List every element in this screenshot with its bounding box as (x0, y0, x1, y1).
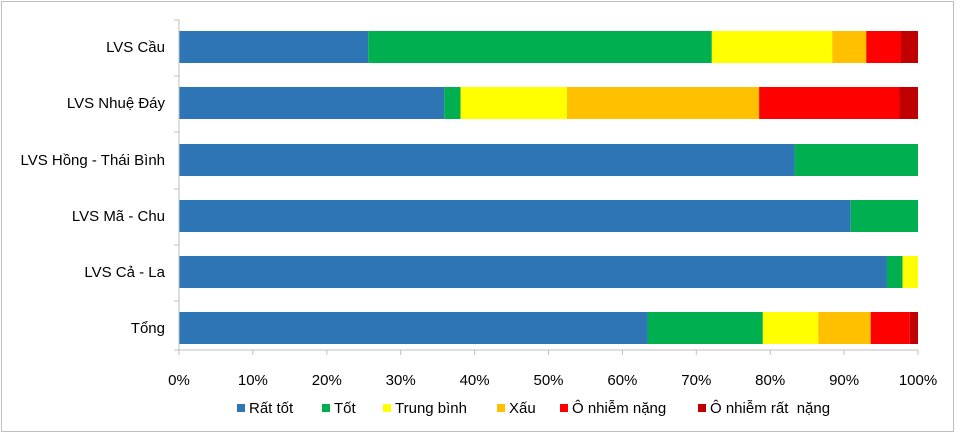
x-tick-label: 60% (607, 372, 637, 389)
bars-layer (179, 31, 918, 344)
category-label: LVS Nhuệ Đáy (67, 95, 166, 112)
legend-swatch (383, 404, 391, 412)
legend-swatch (322, 404, 330, 412)
legend-label: Tốt (334, 400, 357, 417)
bar-segment (647, 312, 763, 344)
category-labels: LVS Cầu LVS Nhuệ Đáy LVS Hồng - Thái Bình L… (20, 39, 165, 337)
bar-segment (901, 31, 918, 63)
x-tick-label: 100% (899, 372, 937, 389)
bar-segment (368, 31, 712, 63)
bar-segment (566, 87, 760, 119)
bar-segment (179, 87, 445, 119)
legend-label: Trung bình (395, 400, 467, 417)
legend-swatch (698, 404, 706, 412)
bar-segment (832, 31, 867, 63)
legend-label: Ô nhiễm nặng (572, 400, 666, 417)
x-tick-label: 0% (168, 372, 190, 389)
bar-segment (179, 144, 795, 176)
x-tick-label: 20% (312, 372, 342, 389)
legend-label: Ô nhiễm rất nặng (710, 400, 830, 417)
bar-segment (850, 200, 918, 232)
bar-segment (711, 31, 833, 63)
bar-segment (762, 312, 819, 344)
legend-label: Xấu (509, 400, 536, 417)
bar-segment (899, 87, 918, 119)
x-tick-label: 80% (755, 372, 785, 389)
bar-segment (902, 256, 918, 288)
bar-segment (460, 87, 567, 119)
legend-swatch (237, 404, 245, 412)
category-label: LVS Cả - La (84, 264, 165, 281)
bar-segment (886, 256, 903, 288)
category-label: LVS Cầu (106, 39, 165, 56)
bar-segment (179, 256, 887, 288)
bar-segment (866, 31, 901, 63)
x-tick-label: 70% (681, 372, 711, 389)
bar-segment (759, 87, 900, 119)
legend-swatch (560, 404, 568, 412)
bar-segment (179, 312, 648, 344)
bar-segment (794, 144, 918, 176)
legend: Rất tốt Tốt Trung bình Xấu Ô nhiễm nặng Ô nhi… (237, 400, 830, 417)
x-axis: 0% 10% 20% 30% 40% 50% 60% 70% 80% 90% 100% (168, 19, 937, 389)
category-label: LVS Hồng - Thái Bình (20, 152, 165, 169)
bar-segment (818, 312, 871, 344)
bar-segment (444, 87, 461, 119)
x-tick-label: 10% (238, 372, 268, 389)
category-label: LVS Mã - Chu (72, 208, 165, 225)
bar-segment (870, 312, 910, 344)
x-tick-label: 40% (460, 372, 490, 389)
x-tick-label: 50% (533, 372, 563, 389)
x-tick-label: 90% (829, 372, 859, 389)
legend-swatch (497, 404, 505, 412)
bar-segment (179, 31, 369, 63)
x-tick-label: 30% (386, 372, 416, 389)
bar-segment (179, 200, 851, 232)
bar-segment (909, 312, 918, 344)
category-label: Tổng (131, 320, 165, 337)
legend-label: Rất tốt (249, 400, 294, 417)
